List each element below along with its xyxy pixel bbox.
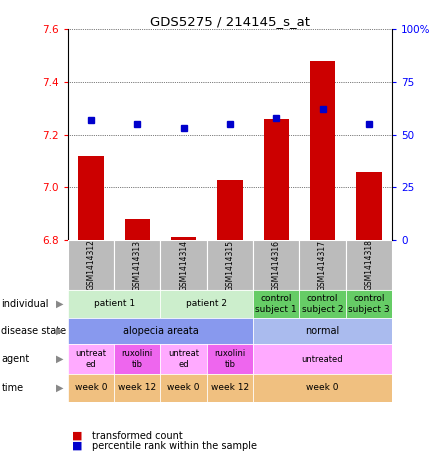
Text: GSM1414313: GSM1414313 [133,240,142,290]
Text: week 0: week 0 [75,384,107,392]
Text: GSM1414318: GSM1414318 [364,240,373,290]
Text: untreat
ed: untreat ed [75,349,106,369]
Bar [217,179,243,240]
Bar [78,156,104,240]
Text: ▶: ▶ [56,326,64,336]
Text: week 0: week 0 [167,384,200,392]
Text: untreated: untreated [302,355,343,363]
Text: week 0: week 0 [306,384,339,392]
Text: transformed count: transformed count [92,431,183,441]
Bar [114,240,160,290]
Text: ■: ■ [72,441,83,451]
Text: patient 2: patient 2 [186,299,227,308]
Text: ▶: ▶ [56,383,64,393]
Text: control
subject 2: control subject 2 [302,294,343,313]
Bar [68,240,114,290]
Bar [171,237,196,240]
Text: ruxolini
tib: ruxolini tib [122,349,153,369]
Text: individual: individual [1,299,49,309]
Text: agent: agent [1,354,29,364]
Text: disease state: disease state [1,326,67,336]
Bar [124,219,150,240]
Text: week 12: week 12 [118,384,156,392]
Text: time: time [1,383,24,393]
Text: GSM1414312: GSM1414312 [87,240,95,290]
Title: GDS5275 / 214145_s_at: GDS5275 / 214145_s_at [150,15,310,28]
Text: ▶: ▶ [56,299,64,309]
Text: percentile rank within the sample: percentile rank within the sample [92,441,257,451]
Text: untreat
ed: untreat ed [168,349,199,369]
Text: alopecia areata: alopecia areata [123,326,198,336]
Text: patient 1: patient 1 [94,299,135,308]
Bar [264,119,289,240]
Text: GSM1414317: GSM1414317 [318,240,327,290]
Text: GSM1414314: GSM1414314 [179,240,188,290]
Text: week 12: week 12 [211,384,249,392]
Text: ruxolini
tib: ruxolini tib [214,349,246,369]
Bar [160,240,207,290]
Text: normal: normal [305,326,340,336]
Bar [346,240,392,290]
Bar [207,240,253,290]
Bar [253,240,300,290]
Bar [300,240,346,290]
Text: GSM1414316: GSM1414316 [272,240,281,290]
Text: GSM1414315: GSM1414315 [226,240,234,290]
Bar [310,61,335,240]
Text: ■: ■ [72,431,83,441]
Text: ▶: ▶ [56,354,64,364]
Bar [356,172,381,240]
Text: control
subject 1: control subject 1 [255,294,297,313]
Text: control
subject 3: control subject 3 [348,294,390,313]
